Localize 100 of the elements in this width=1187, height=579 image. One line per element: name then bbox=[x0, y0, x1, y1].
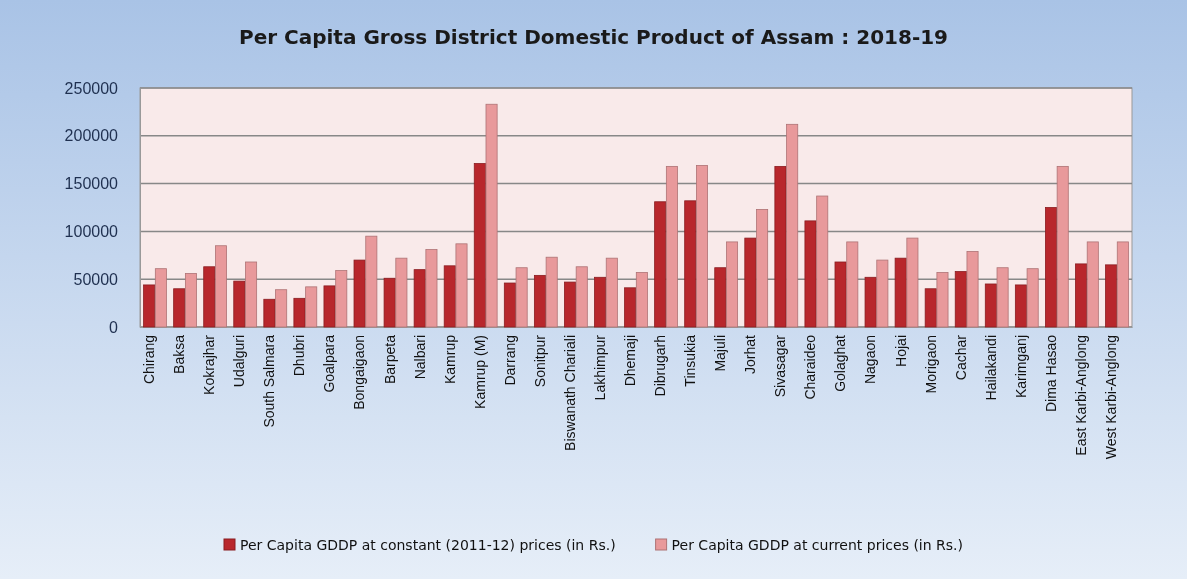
x-tick-label: Tinsukia bbox=[682, 334, 699, 387]
bar bbox=[413, 269, 426, 328]
x-tick-label: Barpeta bbox=[381, 334, 398, 385]
bar bbox=[1105, 264, 1118, 328]
bar bbox=[215, 245, 227, 328]
bar bbox=[654, 201, 667, 328]
bar bbox=[353, 259, 366, 328]
bar bbox=[323, 285, 336, 328]
bar bbox=[834, 261, 847, 328]
bar bbox=[365, 235, 378, 328]
bar bbox=[786, 123, 799, 328]
bar bbox=[293, 297, 306, 328]
bar bbox=[245, 261, 258, 328]
bar bbox=[966, 251, 979, 328]
x-tick-label: Dibrugarh bbox=[652, 335, 669, 397]
x-tick-label: Majuli bbox=[712, 335, 729, 372]
x-tick-label: Udalguri bbox=[231, 335, 248, 388]
y-tick-label: 250000 bbox=[64, 79, 119, 97]
legend-label: Per Capita GDDP at current prices (in Rs.) bbox=[671, 537, 963, 553]
bar bbox=[233, 280, 246, 328]
x-tick-label: Jorhat bbox=[742, 334, 759, 374]
bar bbox=[1026, 268, 1039, 328]
bar bbox=[1116, 241, 1129, 328]
bar bbox=[305, 286, 318, 328]
bar bbox=[395, 257, 408, 328]
bar bbox=[203, 266, 216, 328]
x-tick-label: Dhemaji bbox=[622, 335, 638, 387]
x-tick-label: Morigaon bbox=[922, 335, 939, 394]
bar bbox=[545, 256, 558, 328]
bar bbox=[936, 272, 949, 328]
x-tick-label: Goalpara bbox=[321, 334, 338, 393]
bar bbox=[473, 163, 486, 328]
bar bbox=[756, 209, 769, 328]
bar bbox=[443, 265, 456, 328]
x-tick-label: Chirang bbox=[141, 335, 158, 385]
x-tick-label: Kokrajhar bbox=[201, 334, 218, 395]
x-tick-label: Kamrup bbox=[441, 334, 458, 385]
x-tick-label: Sonitpur bbox=[531, 334, 548, 388]
bar bbox=[335, 270, 348, 328]
bar bbox=[1056, 165, 1069, 328]
bar bbox=[1086, 241, 1099, 328]
bar bbox=[744, 237, 757, 328]
bar bbox=[876, 259, 889, 328]
chart-title: Per Capita Gross District Domestic Product of Assam : 2018-19 bbox=[238, 25, 949, 49]
bar bbox=[533, 274, 546, 328]
bar bbox=[924, 288, 937, 328]
x-tick-label: Nalbari bbox=[411, 335, 428, 380]
x-tick-label: South Salmara bbox=[261, 334, 278, 428]
bar bbox=[605, 257, 618, 328]
x-tick-label: West Karbi-Anglong bbox=[1102, 335, 1119, 460]
x-tick-label: Dima Hasao bbox=[1042, 334, 1059, 413]
x-tick-label: Hailakandi bbox=[982, 335, 999, 401]
x-tick-label: Dhubri bbox=[291, 335, 308, 377]
x-tick-label: Karimganj bbox=[1012, 335, 1029, 399]
bar bbox=[996, 267, 1009, 328]
x-tick-label: Cachar bbox=[952, 334, 969, 381]
bar bbox=[864, 276, 877, 328]
bar bbox=[485, 103, 498, 328]
bar bbox=[714, 267, 727, 328]
bar bbox=[154, 268, 167, 328]
x-tick-label: Charaideo bbox=[802, 334, 819, 400]
legend-label: Per Capita GDDP at constant (2011-12) prices (in Rs.) bbox=[240, 537, 616, 553]
bar bbox=[1014, 284, 1027, 328]
bar bbox=[425, 249, 438, 328]
y-tick-label: 150000 bbox=[64, 175, 119, 193]
bar bbox=[684, 200, 697, 328]
x-tick-label: Bongaigaon bbox=[351, 335, 368, 410]
bar bbox=[1045, 207, 1057, 328]
x-tick-label: Baksa bbox=[171, 334, 188, 374]
bar bbox=[774, 165, 787, 328]
bar bbox=[275, 289, 288, 328]
y-tick-label: 50000 bbox=[73, 270, 119, 288]
x-tick-label: Nagaon bbox=[862, 335, 879, 385]
bar bbox=[984, 283, 997, 328]
bar bbox=[726, 241, 739, 328]
bar bbox=[635, 272, 648, 328]
bar bbox=[894, 257, 907, 328]
bar bbox=[1075, 263, 1088, 328]
x-tick-label: Darrang bbox=[501, 335, 518, 386]
bar bbox=[954, 271, 967, 328]
x-tick-label: East Karbi-Anglong bbox=[1072, 335, 1089, 456]
x-tick-label: Biswanath Chariali bbox=[561, 335, 578, 451]
x-tick-label: Lakhimpur bbox=[591, 334, 608, 401]
bar bbox=[173, 288, 186, 328]
bar bbox=[564, 281, 576, 328]
y-tick-label: 200000 bbox=[64, 127, 119, 145]
x-tick-label: Sivasagar bbox=[772, 334, 789, 398]
bar bbox=[263, 298, 276, 328]
x-tick-label: Golaghat bbox=[832, 334, 849, 392]
bar bbox=[503, 282, 516, 328]
bar bbox=[906, 237, 919, 328]
bar bbox=[184, 273, 197, 328]
bar bbox=[575, 266, 588, 328]
bar bbox=[383, 277, 396, 328]
bar bbox=[665, 165, 678, 328]
bar bbox=[804, 220, 817, 328]
bar bbox=[594, 276, 607, 328]
y-tick-label: 100000 bbox=[64, 223, 119, 241]
bar bbox=[455, 243, 468, 328]
bar bbox=[846, 241, 859, 328]
